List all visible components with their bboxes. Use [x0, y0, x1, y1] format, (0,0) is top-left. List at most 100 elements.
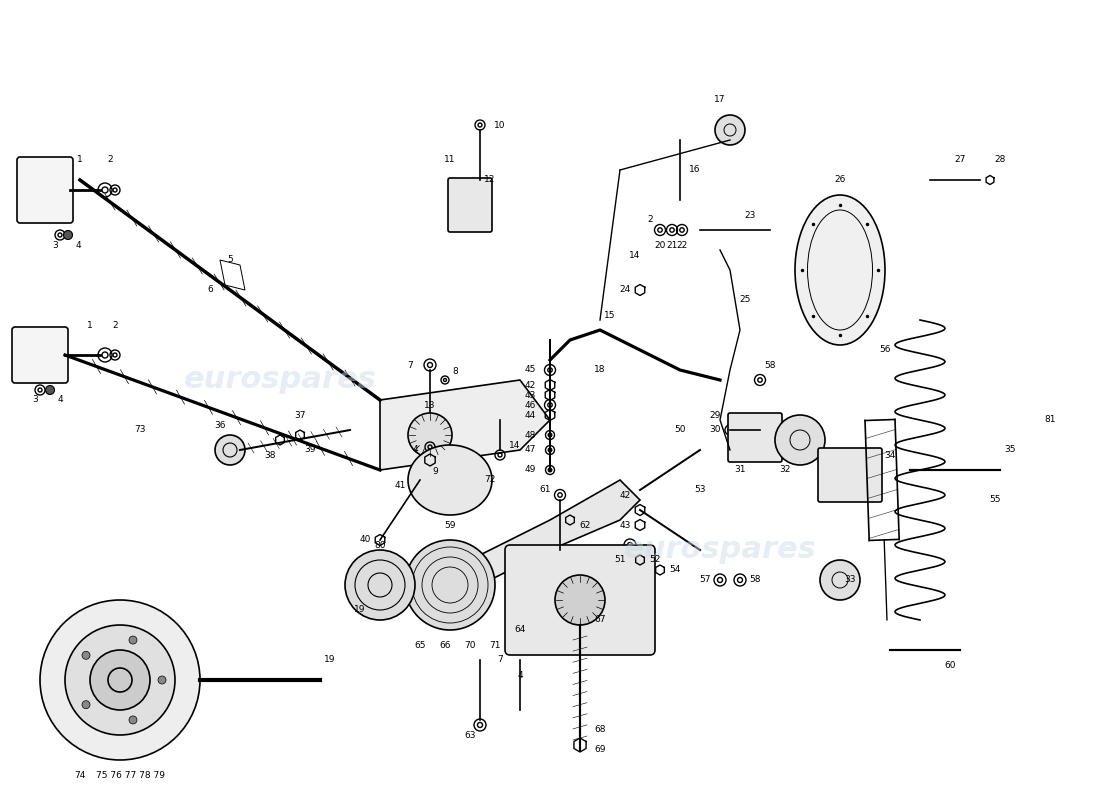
Text: 42: 42: [525, 381, 536, 390]
Text: 63: 63: [464, 730, 475, 739]
Text: 65: 65: [415, 641, 426, 650]
Text: 43: 43: [525, 390, 536, 399]
Text: 52: 52: [649, 555, 661, 565]
Text: 43: 43: [619, 521, 630, 530]
Text: 16: 16: [690, 166, 701, 174]
Text: 14: 14: [629, 250, 640, 259]
Text: 3: 3: [52, 241, 58, 250]
Text: 66: 66: [439, 641, 451, 650]
Text: 45: 45: [525, 366, 536, 374]
Text: 20: 20: [654, 241, 666, 250]
Text: 13: 13: [425, 401, 436, 410]
Text: 4: 4: [75, 241, 80, 250]
Text: 56: 56: [879, 346, 891, 354]
Text: 5: 5: [227, 255, 233, 265]
Text: 29: 29: [710, 410, 720, 419]
Circle shape: [820, 560, 860, 600]
Text: 26: 26: [834, 175, 846, 185]
Text: 48: 48: [525, 430, 536, 439]
Text: 64: 64: [515, 626, 526, 634]
FancyBboxPatch shape: [448, 178, 492, 232]
Circle shape: [64, 230, 73, 239]
Text: 44: 44: [525, 410, 536, 419]
Text: 9: 9: [432, 467, 438, 477]
Text: 68: 68: [594, 726, 606, 734]
Text: 25: 25: [739, 295, 750, 305]
Text: 54: 54: [669, 566, 681, 574]
Text: 2: 2: [107, 155, 113, 165]
Text: 1: 1: [87, 321, 92, 330]
Text: 7: 7: [497, 655, 503, 665]
Ellipse shape: [795, 195, 886, 345]
Circle shape: [405, 540, 495, 630]
FancyBboxPatch shape: [12, 327, 68, 383]
Text: 40: 40: [360, 535, 371, 545]
Text: 1: 1: [77, 155, 82, 165]
Circle shape: [90, 650, 150, 710]
Text: 33: 33: [845, 575, 856, 585]
Circle shape: [40, 600, 200, 760]
Text: 71: 71: [490, 641, 500, 650]
Text: 81: 81: [1044, 415, 1056, 425]
Text: 28: 28: [994, 155, 1005, 165]
Text: 3: 3: [32, 395, 37, 405]
Text: 55: 55: [989, 495, 1001, 505]
Text: 57: 57: [700, 575, 711, 585]
FancyBboxPatch shape: [16, 157, 73, 223]
Text: 4: 4: [517, 670, 522, 679]
Text: 32: 32: [779, 466, 791, 474]
Text: 61: 61: [539, 486, 551, 494]
Text: 36: 36: [214, 421, 225, 430]
Text: 10: 10: [494, 121, 506, 130]
Text: 12: 12: [484, 175, 496, 185]
Text: 67: 67: [594, 615, 606, 625]
Text: 2: 2: [112, 321, 118, 330]
Text: 49: 49: [525, 466, 536, 474]
Text: 2: 2: [647, 215, 652, 225]
Text: 69: 69: [594, 746, 606, 754]
Text: 80: 80: [374, 541, 386, 550]
Polygon shape: [408, 445, 492, 515]
Text: 6: 6: [207, 286, 213, 294]
Text: 39: 39: [305, 446, 316, 454]
Circle shape: [776, 415, 825, 465]
Text: 50: 50: [674, 426, 685, 434]
Circle shape: [65, 625, 175, 735]
Text: 60: 60: [944, 661, 956, 670]
FancyBboxPatch shape: [505, 545, 654, 655]
Text: 7: 7: [407, 361, 412, 370]
Text: 74: 74: [75, 770, 86, 779]
Circle shape: [129, 716, 138, 724]
Text: 22: 22: [676, 241, 688, 250]
Text: 21: 21: [667, 241, 678, 250]
Text: 31: 31: [735, 466, 746, 474]
Text: 30: 30: [710, 426, 720, 434]
Text: 38: 38: [264, 450, 276, 459]
Text: 47: 47: [525, 446, 536, 454]
Text: 46: 46: [525, 401, 536, 410]
Circle shape: [45, 386, 55, 394]
Text: 14: 14: [509, 441, 520, 450]
Text: 11: 11: [444, 155, 455, 165]
Circle shape: [129, 636, 138, 644]
Polygon shape: [450, 480, 640, 600]
Text: eurospares: eurospares: [184, 366, 376, 394]
Text: 35: 35: [1004, 446, 1015, 454]
Text: 73: 73: [134, 426, 145, 434]
Text: 4: 4: [412, 446, 418, 454]
Circle shape: [408, 413, 452, 457]
Text: 15: 15: [604, 310, 616, 319]
FancyBboxPatch shape: [728, 413, 782, 462]
Circle shape: [345, 550, 415, 620]
Text: 19: 19: [354, 606, 365, 614]
Circle shape: [82, 701, 90, 709]
Text: 27: 27: [955, 155, 966, 165]
Text: 53: 53: [694, 486, 706, 494]
Text: 62: 62: [580, 521, 591, 530]
Polygon shape: [379, 380, 550, 470]
Circle shape: [556, 575, 605, 625]
Circle shape: [158, 676, 166, 684]
Text: 51: 51: [614, 555, 626, 565]
Text: 17: 17: [714, 95, 726, 105]
Text: 19: 19: [324, 655, 336, 665]
